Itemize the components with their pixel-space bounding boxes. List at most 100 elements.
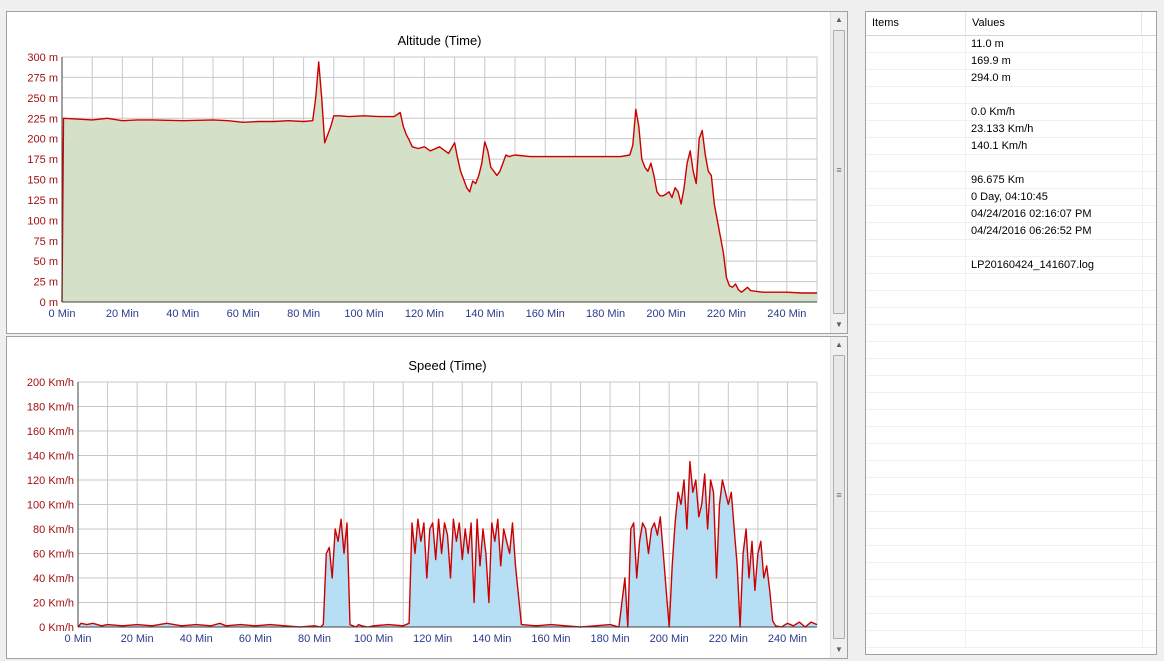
y-tick-label: 0 m	[40, 297, 58, 309]
table-row[interactable]: 04/24/2016 06:26:52 PM	[866, 223, 1156, 240]
column-divider	[1142, 206, 1143, 222]
y-tick-label: 25 m	[34, 277, 58, 289]
x-tick-label: 80 Min	[298, 633, 331, 645]
table-row[interactable]	[866, 155, 1156, 172]
item-cell	[866, 291, 966, 307]
table-row[interactable]	[866, 240, 1156, 257]
table-row[interactable]	[866, 478, 1156, 495]
table-row[interactable]	[866, 495, 1156, 512]
item-cell	[866, 376, 966, 392]
table-row[interactable]	[866, 325, 1156, 342]
table-row[interactable]	[866, 410, 1156, 427]
item-cell	[866, 563, 966, 579]
y-tick-label: 180 Km/h	[27, 402, 74, 414]
item-cell	[866, 580, 966, 596]
item-cell	[866, 325, 966, 341]
column-divider	[1142, 104, 1143, 120]
value-cell: 04/24/2016 02:16:07 PM	[971, 208, 1092, 220]
table-row[interactable]: 140.1 Km/h	[866, 138, 1156, 155]
x-tick-label: 100 Min	[344, 308, 383, 320]
item-cell	[866, 172, 966, 188]
table-row[interactable]	[866, 342, 1156, 359]
table-row[interactable]	[866, 359, 1156, 376]
column-divider	[1142, 257, 1143, 273]
x-tick-label: 60 Min	[227, 308, 260, 320]
table-row[interactable]	[866, 597, 1156, 614]
altitude-vertical-scrollbar[interactable]: ▲ ≡ ▼	[830, 12, 847, 333]
column-divider	[1142, 121, 1143, 137]
x-tick-label: 160 Min	[526, 308, 565, 320]
column-divider	[1142, 189, 1143, 205]
scroll-thumb[interactable]: ≡	[833, 355, 845, 639]
column-divider	[1142, 359, 1143, 375]
y-tick-label: 225 m	[27, 113, 58, 125]
table-row[interactable]: 169.9 m	[866, 53, 1156, 70]
table-header: Items Values	[866, 12, 1156, 36]
column-divider	[1142, 563, 1143, 579]
value-cell: LP20160424_141607.log	[971, 259, 1094, 271]
scroll-down-arrow-icon[interactable]: ▼	[835, 320, 843, 329]
column-divider	[1142, 240, 1143, 256]
grip-icon: ≡	[836, 490, 842, 500]
column-divider	[1142, 274, 1143, 290]
item-cell	[866, 631, 966, 647]
x-tick-label: 180 Min	[586, 308, 625, 320]
table-row[interactable]: 294.0 m	[866, 70, 1156, 87]
table-row[interactable]	[866, 274, 1156, 291]
items-column-header[interactable]: Items	[866, 12, 966, 35]
item-cell	[866, 104, 966, 120]
chart-title: Altitude (Time)	[397, 33, 481, 48]
x-tick-label: 200 Min	[650, 633, 689, 645]
table-row[interactable]: 0 Day, 04:10:45	[866, 189, 1156, 206]
item-cell	[866, 155, 966, 171]
table-row[interactable]	[866, 291, 1156, 308]
column-divider	[1142, 70, 1143, 86]
speed-chart-panel: Speed (Time) 0 Km/h 20 Km/h 40 Km/h 60 Km/h 8…	[6, 336, 848, 659]
item-cell	[866, 274, 966, 290]
table-row[interactable]: 96.675 Km	[866, 172, 1156, 189]
table-row[interactable]	[866, 563, 1156, 580]
table-row[interactable]	[866, 376, 1156, 393]
speed-vertical-scrollbar[interactable]: ▲ ≡ ▼	[830, 337, 847, 658]
table-row[interactable]	[866, 546, 1156, 563]
column-divider	[1142, 36, 1143, 52]
table-row[interactable]	[866, 427, 1156, 444]
table-row[interactable]: 04/24/2016 02:16:07 PM	[866, 206, 1156, 223]
table-row[interactable]	[866, 461, 1156, 478]
value-cell: 0 Day, 04:10:45	[971, 191, 1048, 203]
table-row[interactable]	[866, 580, 1156, 597]
table-row[interactable]	[866, 631, 1156, 648]
y-tick-label: 50 m	[34, 256, 58, 268]
item-cell	[866, 546, 966, 562]
column-divider	[1142, 172, 1143, 188]
values-column-header[interactable]: Values	[966, 12, 1142, 35]
y-tick-label: 125 m	[27, 195, 58, 207]
table-row[interactable]	[866, 529, 1156, 546]
table-row[interactable]: 0.0 Km/h	[866, 104, 1156, 121]
y-tick-label: 140 Km/h	[27, 451, 74, 463]
x-tick-label: 20 Min	[106, 308, 139, 320]
column-divider	[1142, 87, 1143, 103]
y-tick-label: 150 m	[27, 175, 58, 187]
table-row[interactable]: 11.0 m	[866, 36, 1156, 53]
table-row[interactable]	[866, 393, 1156, 410]
item-cell	[866, 257, 966, 273]
table-row[interactable]	[866, 614, 1156, 631]
table-row[interactable]	[866, 444, 1156, 461]
table-row[interactable]	[866, 308, 1156, 325]
table-row[interactable]	[866, 87, 1156, 104]
table-row[interactable]: 23.133 Km/h	[866, 121, 1156, 138]
item-cell	[866, 53, 966, 69]
column-divider	[1142, 444, 1143, 460]
x-tick-label: 0 Min	[65, 633, 92, 645]
scroll-up-arrow-icon[interactable]: ▲	[835, 340, 843, 349]
scroll-thumb[interactable]: ≡	[833, 30, 845, 314]
table-row[interactable]: LP20160424_141607.log	[866, 257, 1156, 274]
x-tick-label: 80 Min	[287, 308, 320, 320]
speed-chart: Speed (Time) 0 Km/h 20 Km/h 40 Km/h 60 Km/h 8…	[27, 358, 818, 645]
scroll-up-arrow-icon[interactable]: ▲	[835, 15, 843, 24]
x-tick-label: 0 Min	[49, 308, 76, 320]
scroll-down-arrow-icon[interactable]: ▼	[835, 645, 843, 654]
table-row[interactable]	[866, 512, 1156, 529]
column-divider	[1142, 478, 1143, 494]
